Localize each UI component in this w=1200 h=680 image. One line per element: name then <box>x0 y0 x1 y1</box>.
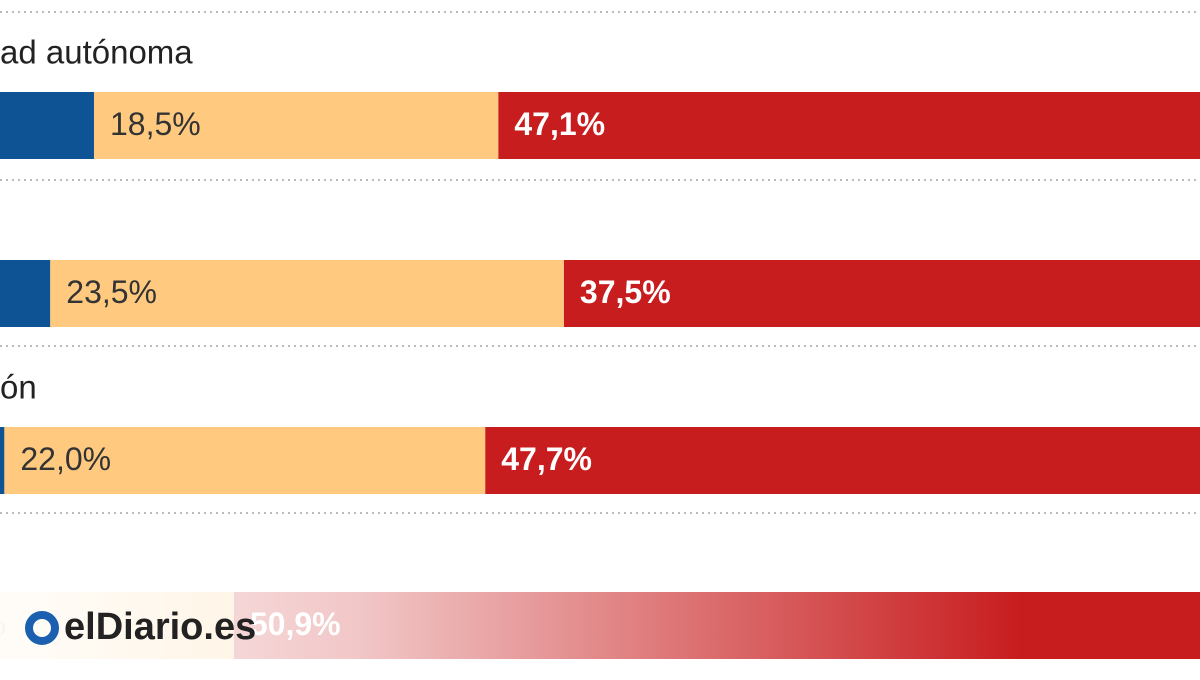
value-label: 23,5% <box>66 274 157 310</box>
bar-segment <box>4 427 486 494</box>
watermark: elDiario.es <box>0 585 1200 660</box>
bar-segment <box>0 92 94 159</box>
value-label: 47,1% <box>514 106 605 142</box>
logo-icon <box>25 611 59 645</box>
bar-segment <box>0 427 5 494</box>
bar-segment <box>563 260 1200 327</box>
row-label: ad autónoma <box>0 34 193 71</box>
bar-segment <box>485 427 1200 494</box>
logo-text: elDiario.es <box>64 606 256 648</box>
bar-segment <box>498 92 1200 159</box>
value-label: 22,0% <box>20 441 111 477</box>
value-label: 47,7% <box>501 441 592 477</box>
bar-segment <box>93 92 499 159</box>
bar-segment <box>0 260 51 327</box>
row-label: ón <box>0 369 37 406</box>
bar-segment <box>50 260 564 327</box>
watermark-fade <box>0 585 1200 660</box>
value-label: 37,5% <box>580 274 671 310</box>
value-label: 18,5% <box>110 106 201 142</box>
